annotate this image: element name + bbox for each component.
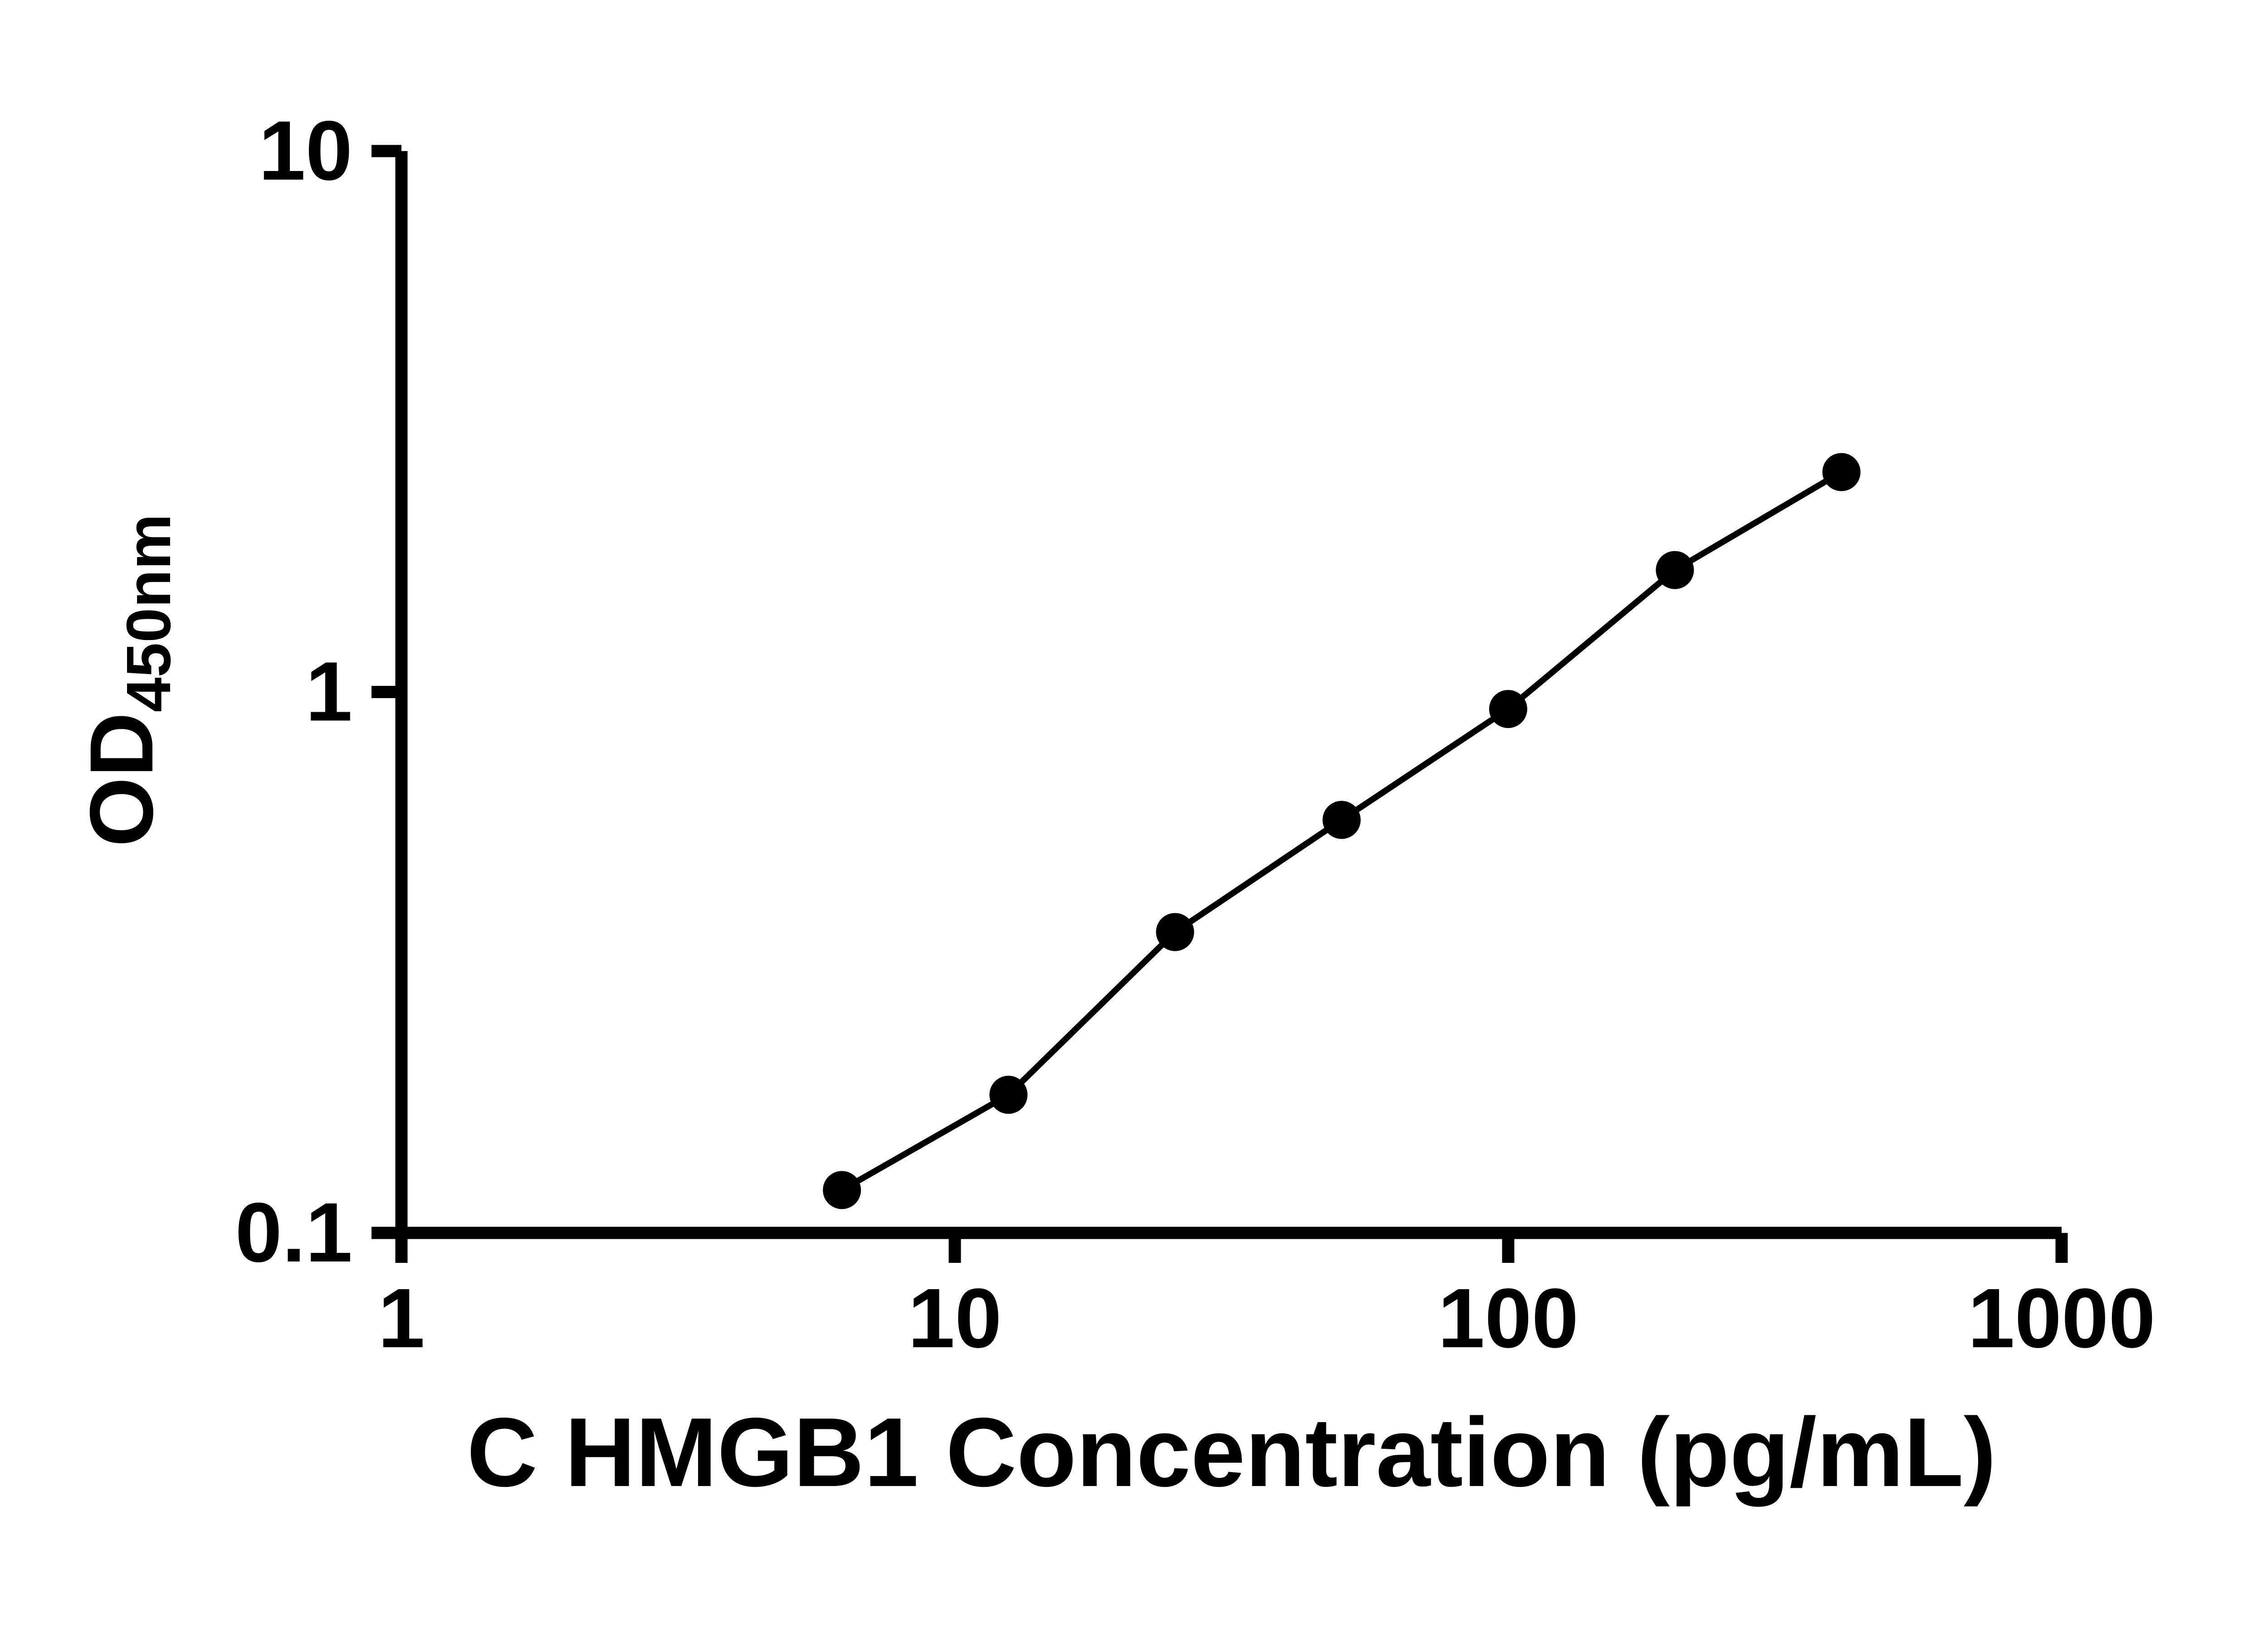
data-point bbox=[1322, 801, 1361, 839]
y-axis-title-text: OD450nm bbox=[71, 514, 184, 847]
data-point bbox=[1822, 453, 1861, 491]
x-axis-tick-label: 10 bbox=[908, 1271, 1002, 1365]
plot-layer: 1 10 100 1000 0.1 1 10 bbox=[235, 104, 2155, 1365]
x-axis-tick-label: 1000 bbox=[1968, 1271, 2156, 1365]
y-axis-title-main: OD bbox=[71, 712, 171, 847]
data-point bbox=[1656, 551, 1694, 589]
data-point bbox=[1156, 913, 1194, 951]
y-axis-title: OD450nm bbox=[71, 514, 184, 847]
x-axis-title: C HMGB1 Concentration (pg/mL) bbox=[467, 1397, 1996, 1507]
y-axis-tick-label: 1 bbox=[306, 645, 352, 739]
data-point bbox=[989, 1076, 1028, 1114]
x-axis-tick-label: 1 bbox=[378, 1271, 425, 1365]
y-axis-title-subscript: 450nm bbox=[114, 514, 184, 712]
y-axis-tick-label: 10 bbox=[259, 104, 352, 198]
data-point bbox=[823, 1171, 861, 1209]
y-axis-tick-label: 0.1 bbox=[235, 1186, 352, 1280]
data-point bbox=[1489, 690, 1527, 728]
x-axis-tick-label: 100 bbox=[1438, 1271, 1579, 1365]
